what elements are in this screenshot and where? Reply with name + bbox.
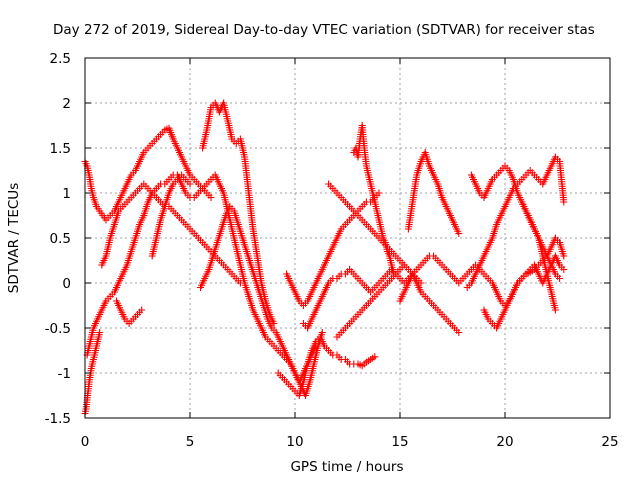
data-point [96,329,104,336]
y-tick-label: 0 [62,276,71,292]
y-tick-label: -1 [58,366,71,382]
series-arc-12 [350,122,398,278]
data-point [560,198,568,206]
y-tick-label: 1.5 [50,141,71,157]
x-tick-label: 5 [186,434,195,450]
series-arc-9 [274,333,379,399]
data-point [318,329,326,336]
data-layer [81,99,568,417]
tick-layer: 0 5 10 15 20 25 -1.5 -1 -0.5 0 0.5 1 1.5 2 2.5 [45,51,619,450]
x-tick-label: 15 [391,434,408,450]
y-tick-label: 1 [62,186,71,202]
grid-layer [85,58,610,418]
series-arc-10 [283,189,383,309]
y-tick-label: -0.5 [45,321,71,337]
chart-title: Day 272 of 2019, Sidereal Day-to-day VTE… [53,22,595,38]
series-arc-17 [467,162,568,260]
data-point [138,306,146,314]
data-point [236,279,244,287]
series-arc-14 [333,261,408,341]
series-arc-5 [113,297,146,327]
series-arc-8 [197,203,326,399]
x-tick-label: 0 [81,434,90,450]
data-point [400,261,408,269]
y-tick-label: 2.5 [50,51,71,67]
data-point [556,275,564,282]
data-point [455,230,463,237]
y-tick-label: 2 [62,96,71,112]
x-axis-label: GPS time / hours [290,459,403,475]
data-point [455,329,463,336]
x-tick-label: 10 [286,434,303,450]
data-point [207,194,215,201]
data-point [560,252,568,260]
series-arc-1 [81,124,215,224]
x-tick-label: 25 [601,434,618,450]
y-tick-label: -1.5 [45,411,71,427]
x-tick-label: 20 [496,434,513,450]
data-point [560,266,568,273]
y-axis-label: SDTVAR / TECUs [6,183,22,293]
series-arc-11 [299,266,463,336]
series-arc-13 [325,180,425,287]
series-arc-20 [480,252,564,332]
series-arc-15 [404,149,463,237]
series-arc-6 [148,171,194,260]
data-point [417,279,425,287]
data-point [551,306,559,314]
y-tick-label: 0.5 [50,231,71,247]
series-arc-18 [463,153,568,291]
data-point [186,180,194,188]
data-point [375,189,383,197]
data-point [371,353,379,361]
series-arc-4 [98,180,244,287]
